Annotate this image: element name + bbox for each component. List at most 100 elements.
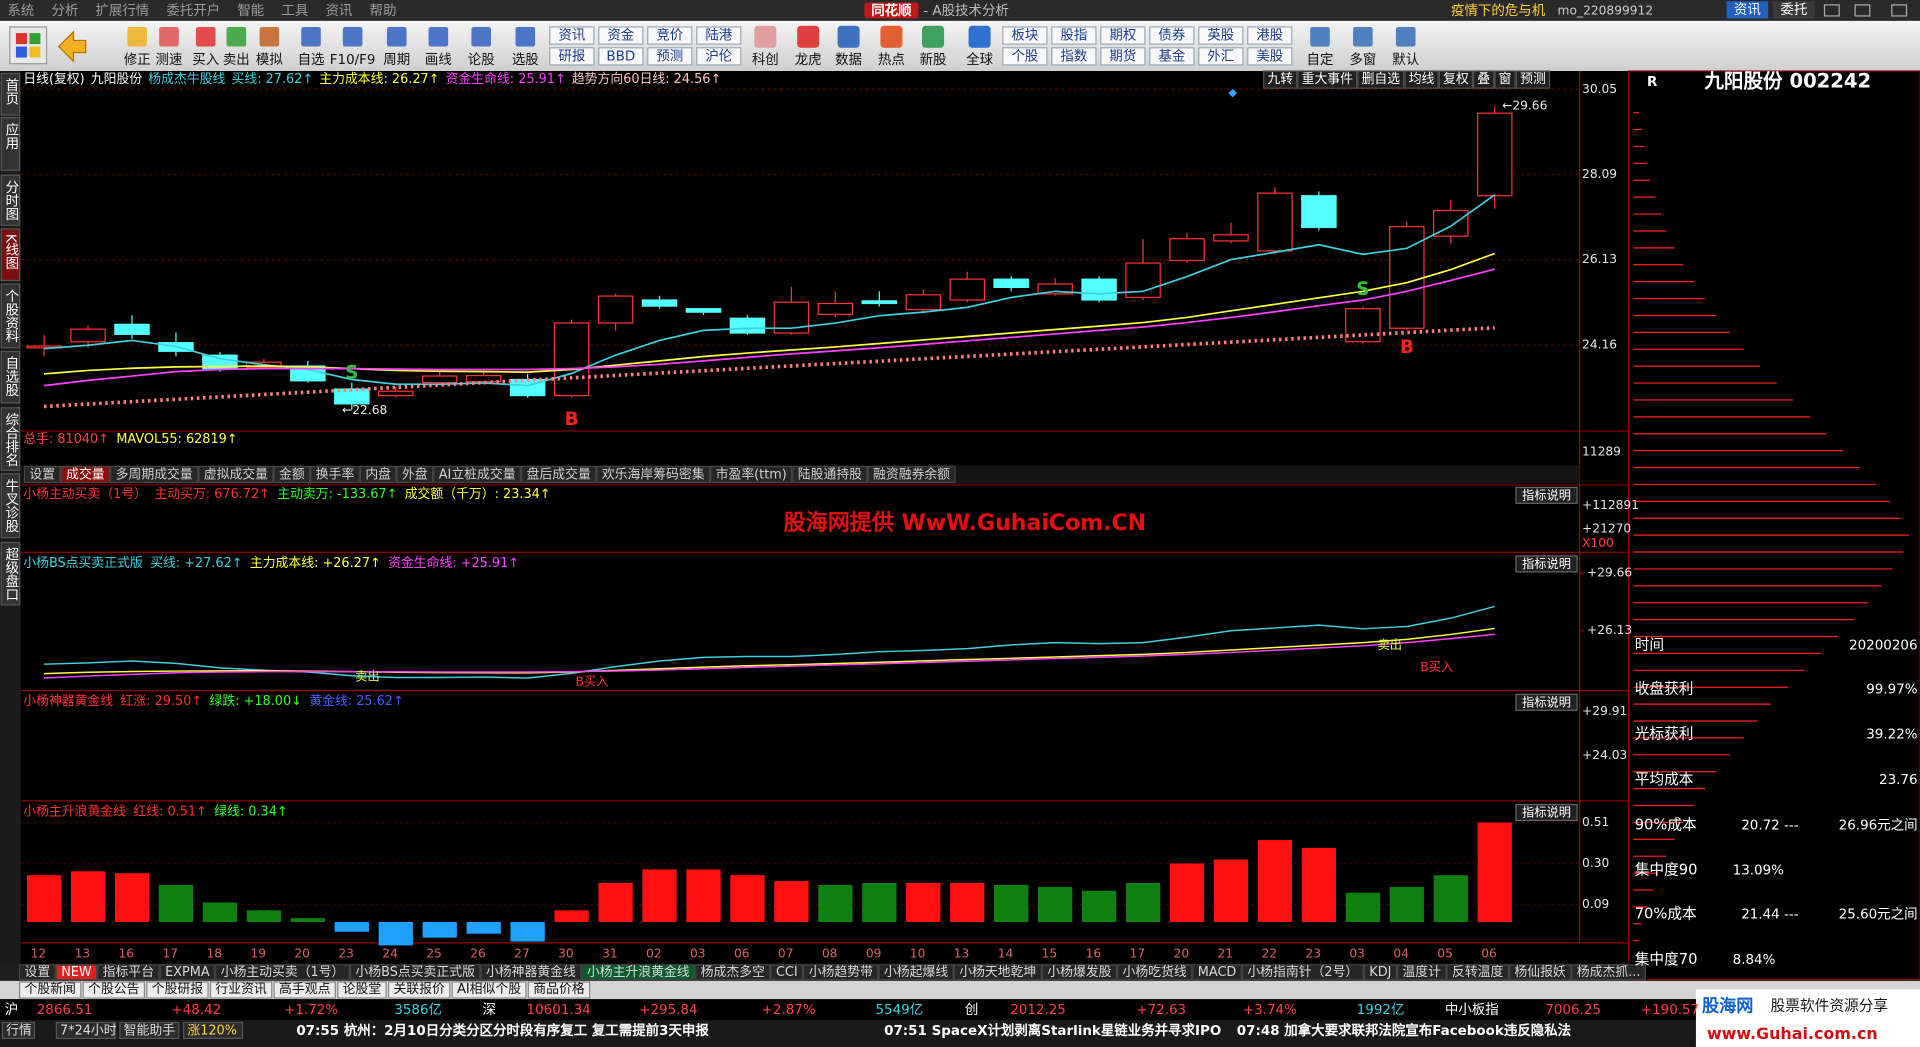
tool-button[interactable]: F10/F9 [330, 53, 376, 68]
ticker-tab-label[interactable]: 7*24小时 [60, 1024, 117, 1039]
tool-icon[interactable] [259, 26, 280, 47]
tool-button[interactable]: 多窗 [1349, 51, 1376, 68]
ticker-tab[interactable] [1, 1021, 35, 1040]
tool-chip-label[interactable]: 期货 [1109, 47, 1136, 64]
tool-button[interactable]: 周期 [383, 52, 410, 68]
tool-chip[interactable] [696, 47, 742, 66]
tool-icon[interactable] [968, 25, 991, 48]
volume-tab[interactable]: 陆股通持股 [798, 467, 862, 483]
tool-chip[interactable] [549, 26, 595, 45]
indicator-tab[interactable]: 小杨BS点买卖正式版 [355, 965, 475, 980]
news-tab[interactable]: AI相似个股 [457, 982, 521, 997]
tool-chip-label[interactable]: 资讯 [558, 28, 585, 44]
window-control[interactable] [1891, 4, 1908, 17]
sidebar-tab[interactable] [0, 283, 21, 349]
menu-item[interactable]: 帮助 [370, 3, 397, 19]
indicator-tab[interactable]: 温度计 [1402, 964, 1441, 980]
sidebar-label[interactable]: 牛叉诊股 [2, 479, 19, 534]
indicator-tab[interactable]: 反转温度 [1452, 964, 1504, 980]
sidebar-tab[interactable] [0, 407, 21, 471]
menu-item[interactable]: 系统 [7, 3, 34, 19]
indicator-tab[interactable]: 小杨神器黄金线 [486, 964, 576, 980]
tool-icon[interactable] [922, 25, 945, 48]
indicator-tab[interactable]: 杨仙报妖 [1514, 965, 1566, 980]
tool-chip[interactable] [1149, 26, 1195, 45]
menu-item[interactable]: 智能 [237, 3, 264, 19]
tool-chip[interactable] [598, 47, 644, 66]
volume-tab[interactable]: 金额 [279, 467, 305, 483]
tool-button[interactable]: 自定 [1307, 52, 1334, 68]
sidebar-label[interactable]: 应用 [2, 121, 19, 150]
sidebar-label[interactable]: 个股资料 [2, 289, 19, 343]
tool-icon[interactable] [159, 26, 179, 47]
indicator-tab[interactable]: MACD [1198, 965, 1237, 980]
tool-chip[interactable] [647, 47, 693, 66]
volume-tab[interactable]: 盘后成交量 [527, 467, 591, 483]
indicator-tab[interactable]: 小杨起爆线 [884, 965, 948, 980]
volume-tab[interactable]: 多周期成交量 [116, 467, 193, 483]
tool-chip-label[interactable]: 陆港 [705, 28, 732, 44]
tool-icon[interactable] [195, 26, 216, 47]
news-tab[interactable]: 个股研报 [152, 982, 204, 997]
tool-chip[interactable] [1247, 26, 1293, 45]
tool-button[interactable]: 论股 [468, 52, 495, 68]
volume-tab[interactable]: 外盘 [402, 467, 428, 483]
indicator-tab[interactable]: 小杨爆发股 [1047, 964, 1111, 980]
tool-icon[interactable] [127, 26, 147, 47]
chart-tool[interactable]: 重大事件 [1302, 71, 1354, 87]
top-button[interactable] [1726, 1, 1769, 19]
tool-icon[interactable] [754, 25, 777, 48]
tool-chip-label[interactable]: 债券 [1158, 28, 1185, 44]
tool-icon[interactable] [428, 26, 449, 47]
news-tab[interactable]: 高手观点 [279, 981, 331, 997]
tool-button[interactable]: 科创 [752, 52, 779, 68]
tool-chip[interactable] [1002, 26, 1048, 45]
news-item[interactable]: 07:48 加拿大要求联邦法院宣布Facebook违反隐私法 [1237, 1022, 1571, 1039]
help-label[interactable]: 指标说明 [1522, 694, 1571, 709]
indicator-tab[interactable]: 小杨主升浪黄金线 [587, 964, 690, 980]
tool-icon[interactable] [1395, 26, 1416, 47]
tool-chip-label[interactable]: 外汇 [1207, 48, 1234, 64]
tool-chip[interactable] [1198, 26, 1244, 45]
tool-chip-label[interactable]: 沪伦 [705, 48, 732, 64]
tool-chip-label[interactable]: 英股 [1207, 27, 1234, 44]
indicator-tab[interactable]: 小杨吃货线 [1123, 964, 1187, 980]
chart-tool[interactable]: 叠 [1477, 72, 1490, 87]
help-label[interactable]: 指标说明 [1522, 487, 1571, 502]
tool-icon[interactable] [515, 26, 536, 47]
ticker-tab-label[interactable]: 行情 [6, 1024, 32, 1039]
tool-chip[interactable] [1198, 47, 1244, 66]
tool-button[interactable]: 默认 [1392, 52, 1419, 68]
tool-button[interactable]: 买入 [192, 52, 219, 68]
tool-chip-label[interactable]: BBD [606, 49, 635, 64]
tool-chip-label[interactable]: 期权 [1109, 27, 1136, 44]
tool-chip-label[interactable]: 美股 [1256, 48, 1283, 64]
tool-chip[interactable] [1051, 26, 1097, 45]
news-item[interactable]: 07:51 SpaceX计划剥离Starlink星链业务并寻求IPO [884, 1022, 1221, 1039]
tool-chip-label[interactable]: 预测 [656, 48, 683, 64]
sidebar-label[interactable]: K线图 [2, 234, 19, 270]
indicator-tab[interactable]: 小杨主动买卖（1号） [221, 965, 345, 980]
tool-icon[interactable] [1353, 26, 1373, 47]
indicator-tab[interactable]: KDJ [1369, 965, 1391, 980]
tool-icon[interactable] [880, 25, 903, 48]
sidebar-label[interactable]: 自选股 [2, 356, 19, 398]
menu-item[interactable]: 分析 [51, 3, 78, 19]
tool-icon[interactable] [386, 26, 407, 47]
ticker-tab[interactable] [119, 1021, 180, 1040]
app-icon[interactable] [9, 26, 48, 65]
menu-item[interactable]: 委托开户 [166, 2, 220, 19]
top-button-label[interactable]: 资讯 [1734, 2, 1761, 18]
menu-item[interactable]: 工具 [281, 4, 308, 19]
menu-item[interactable]: 扩展行情 [95, 3, 149, 19]
sidebar-tab[interactable] [0, 473, 21, 539]
news-tab[interactable]: 商品价格 [533, 981, 585, 997]
tool-button[interactable]: 全球 [966, 51, 993, 68]
indicator-tab[interactable]: 小杨趋势带 [809, 964, 873, 980]
tool-chip-label[interactable]: 股指 [1060, 28, 1087, 44]
volume-tab[interactable]: 设置 [29, 468, 55, 483]
tool-icon[interactable] [301, 26, 321, 47]
back-arrow[interactable] [57, 30, 87, 63]
volume-tab[interactable]: AI立桩成交量 [439, 467, 516, 483]
sidebar-tab[interactable] [0, 228, 21, 282]
